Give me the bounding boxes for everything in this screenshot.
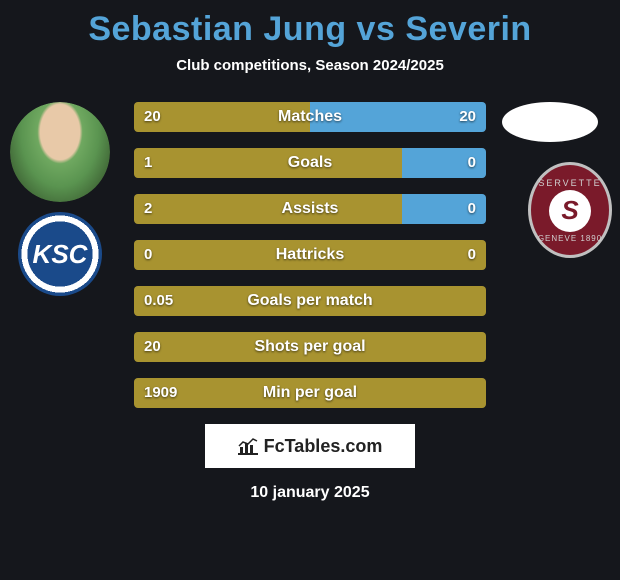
club-letter: S — [549, 190, 591, 232]
player-right-club-badge: SERVETTE S GENEVE 1890 — [528, 168, 612, 252]
club-initials: KSC — [33, 239, 88, 270]
club-text-top: SERVETTE — [538, 178, 601, 188]
bar-label: Matches — [134, 102, 486, 132]
player-left-avatar — [10, 102, 110, 202]
stat-bar-row: 2020Matches — [134, 102, 486, 132]
chart-icon — [238, 437, 258, 455]
stat-bar-row: 20Assists — [134, 194, 486, 224]
stat-bar-row: 10Goals — [134, 148, 486, 178]
player-right-panel: SERVETTE S GENEVE 1890 — [490, 102, 610, 142]
player-left-panel: KSC — [10, 102, 110, 296]
footer-brand[interactable]: FcTables.com — [205, 424, 415, 468]
stats-bars: 2020Matches 10Goals 20Assists 00Hattricks 0.… — [134, 102, 486, 408]
bar-label: Hattricks — [134, 240, 486, 270]
club-text-bottom: GENEVE 1890 — [538, 234, 602, 243]
stat-bar-row: 20Shots per goal — [134, 332, 486, 362]
avatar-image — [10, 102, 110, 202]
bar-label: Assists — [134, 194, 486, 224]
bar-label: Shots per goal — [134, 332, 486, 362]
bar-label: Goals per match — [134, 286, 486, 316]
club-badge-shape: SERVETTE S GENEVE 1890 — [528, 162, 612, 258]
stat-bar-row: 0.05Goals per match — [134, 286, 486, 316]
comparison-content: KSC SERVETTE S GENEVE 1890 2020Matches 10… — [0, 102, 620, 408]
footer-date: 10 january 2025 — [0, 484, 620, 502]
page-subtitle: Club competitions, Season 2024/2025 — [0, 57, 620, 74]
page-title: Sebastian Jung vs Severin — [0, 0, 620, 49]
footer-brand-text: FcTables.com — [264, 436, 383, 457]
stat-bar-row: 00Hattricks — [134, 240, 486, 270]
club-badge-shape: KSC — [18, 212, 102, 296]
stat-bar-row: 1909Min per goal — [134, 378, 486, 408]
player-right-avatar — [502, 102, 598, 142]
player-left-club-badge: KSC — [18, 212, 102, 296]
bar-label: Min per goal — [134, 378, 486, 408]
bar-label: Goals — [134, 148, 486, 178]
